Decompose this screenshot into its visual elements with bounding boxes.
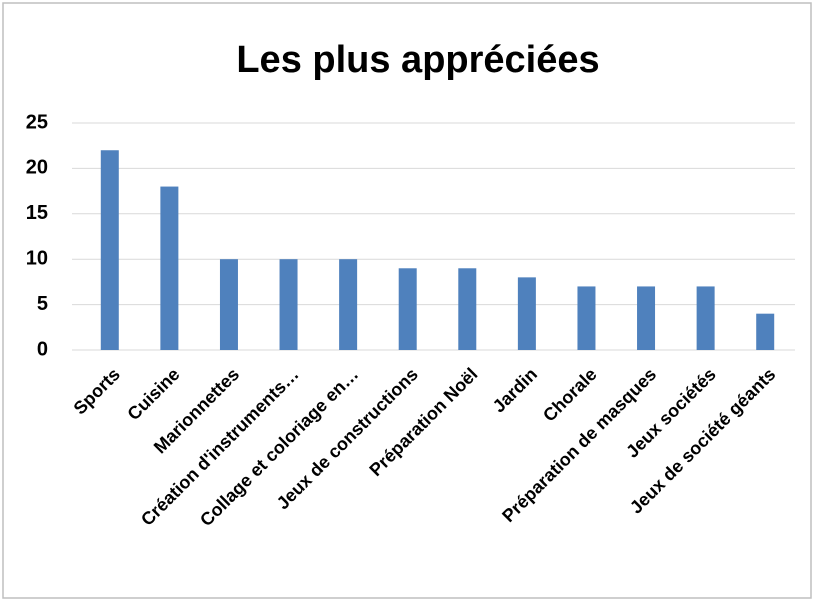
bar bbox=[458, 268, 477, 350]
bar bbox=[160, 186, 179, 350]
bar bbox=[577, 286, 596, 350]
bar bbox=[279, 259, 298, 350]
y-tick-label: 20 bbox=[26, 157, 48, 179]
y-tick-label: 25 bbox=[26, 111, 48, 133]
y-tick-label: 5 bbox=[37, 293, 48, 315]
y-tick-label: 15 bbox=[26, 202, 48, 224]
bar bbox=[100, 150, 119, 350]
y-tick-label: 10 bbox=[26, 247, 48, 269]
bar bbox=[398, 268, 417, 350]
bar bbox=[756, 313, 775, 350]
chart-title: Les plus appréciées bbox=[236, 39, 599, 81]
bar bbox=[517, 277, 536, 350]
bar bbox=[637, 286, 656, 350]
bar bbox=[219, 259, 238, 350]
bar bbox=[339, 259, 358, 350]
y-tick-label: 0 bbox=[37, 338, 48, 360]
bar bbox=[696, 286, 715, 350]
